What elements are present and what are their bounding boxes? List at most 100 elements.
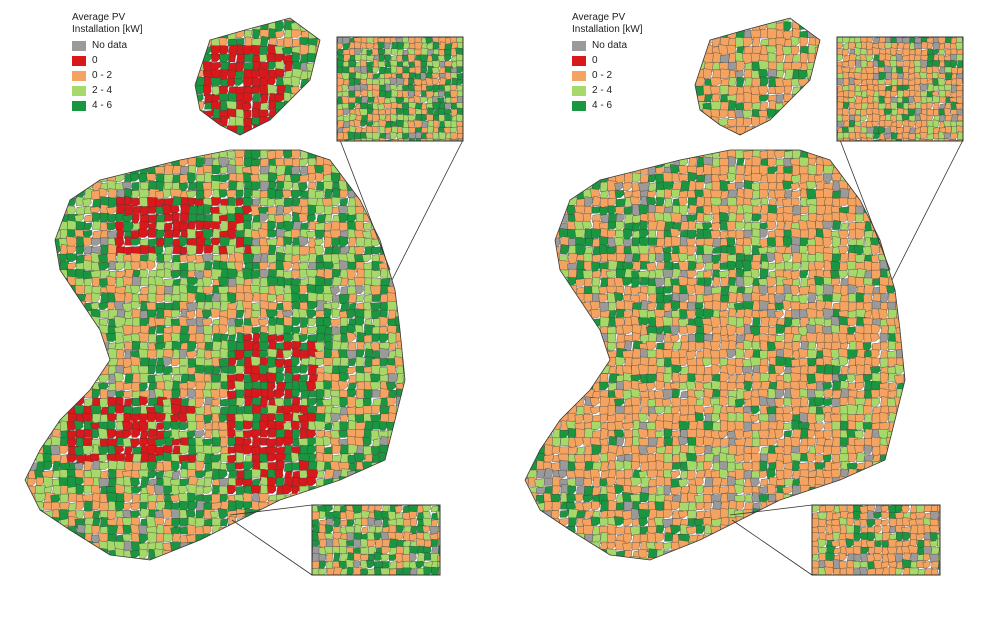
small-area-cell <box>155 237 166 248</box>
small-area-cell <box>243 542 254 553</box>
small-area-cell <box>862 165 873 174</box>
small-area-cell <box>797 69 809 80</box>
small-area-cell <box>703 68 712 79</box>
small-area-cell <box>196 117 206 126</box>
small-area-cell <box>559 78 570 87</box>
small-area-cell <box>323 83 335 96</box>
small-area-cell <box>137 524 149 536</box>
small-area-cell <box>82 350 93 358</box>
small-area-cell <box>331 326 341 336</box>
small-area-cell <box>52 373 62 384</box>
small-area-cell <box>808 76 817 87</box>
small-area-cell <box>894 22 905 32</box>
small-area-cell <box>887 149 899 158</box>
small-area-cell <box>719 165 729 176</box>
small-area-cell <box>50 214 61 223</box>
small-area-cell <box>814 18 824 23</box>
small-area-cell <box>362 179 375 192</box>
small-area-cell <box>35 422 45 433</box>
small-area-cell <box>444 61 453 68</box>
ireland-map-right <box>524 17 964 576</box>
small-area-cell <box>76 310 86 320</box>
small-area-cell <box>140 508 150 518</box>
small-area-cell <box>543 92 554 104</box>
small-area-cell <box>402 285 405 294</box>
small-area-cell <box>887 166 897 175</box>
small-area-cell <box>316 38 328 47</box>
small-area-cell <box>68 116 79 127</box>
small-area-cell <box>162 141 173 151</box>
small-area-cell <box>266 558 277 560</box>
small-area-cell <box>43 101 55 113</box>
small-area-cell <box>363 222 373 231</box>
small-area-cell <box>179 22 191 30</box>
small-area-cell <box>560 36 571 49</box>
small-area-cell <box>211 502 223 510</box>
small-area-cell <box>83 278 92 287</box>
small-area-cell <box>647 84 658 97</box>
small-area-cell <box>147 421 157 432</box>
small-area-cell <box>242 461 254 471</box>
small-area-cell <box>98 118 110 128</box>
small-area-cell <box>195 21 204 32</box>
small-area-cell <box>378 173 390 184</box>
small-area-cell <box>308 142 319 153</box>
small-area-cell <box>163 94 174 102</box>
small-area-cell <box>266 134 277 143</box>
small-area-cell <box>432 131 439 141</box>
small-area-cell <box>57 125 68 134</box>
small-area-cell <box>42 318 52 328</box>
small-area-cell <box>130 157 142 168</box>
small-area-cell <box>59 445 69 454</box>
small-area-cell <box>591 133 602 145</box>
cork-inset-leader-line <box>229 504 313 516</box>
small-area-cell <box>348 358 357 366</box>
small-area-cell <box>591 117 601 129</box>
small-area-cell <box>52 18 62 23</box>
small-area-cell <box>379 421 388 431</box>
small-area-cell <box>363 492 372 503</box>
small-area-cell <box>535 67 545 79</box>
small-area-cell <box>599 147 610 161</box>
small-area-cell <box>298 158 308 167</box>
small-area-cell <box>260 550 270 558</box>
small-area-cell <box>525 37 531 47</box>
small-area-cell <box>217 508 229 519</box>
small-area-cell <box>306 300 318 310</box>
small-area-cell <box>82 116 94 127</box>
small-area-cell <box>25 331 31 343</box>
small-area-cell <box>366 107 374 115</box>
small-area-cell <box>408 132 417 140</box>
small-area-cell <box>367 517 376 526</box>
small-area-cell <box>822 76 834 87</box>
small-area-cell <box>155 412 166 423</box>
small-area-cell <box>75 157 86 166</box>
small-area-cell <box>606 165 617 175</box>
small-area-cell <box>178 555 189 560</box>
small-area-cell <box>91 139 100 152</box>
small-area-cell <box>211 237 221 246</box>
small-area-cell <box>784 108 793 121</box>
small-area-cell <box>348 139 355 141</box>
small-area-cell <box>75 342 87 350</box>
small-area-cell <box>783 133 794 144</box>
small-area-cell <box>623 171 634 185</box>
small-area-cell <box>76 164 85 175</box>
small-area-cell <box>592 165 601 177</box>
small-area-cell <box>28 54 39 64</box>
small-area-cell <box>42 525 53 537</box>
small-area-cell <box>91 276 101 288</box>
small-area-cell <box>686 132 696 142</box>
dublin-inset-leader-line <box>339 139 391 271</box>
small-area-cell <box>251 310 261 318</box>
small-area-cell <box>25 126 30 136</box>
small-area-cell <box>338 236 349 247</box>
small-area-cell <box>42 213 54 223</box>
small-area-cell <box>283 110 295 118</box>
small-area-cell <box>226 484 237 495</box>
small-area-cell <box>403 422 405 432</box>
small-area-cell <box>275 372 284 384</box>
small-area-cell <box>750 173 763 183</box>
small-area-cell <box>887 140 896 152</box>
small-area-cell <box>44 350 54 361</box>
